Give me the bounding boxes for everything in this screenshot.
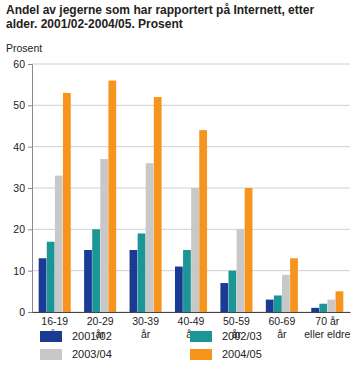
- y-tick-mark: [28, 147, 32, 148]
- y-tick-label: 30: [13, 182, 25, 194]
- grid-line: [32, 312, 350, 313]
- legend-label: 2003/04: [72, 348, 112, 360]
- bar: [100, 159, 108, 312]
- x-axis-line: [33, 312, 351, 313]
- legend-item: 2001/02: [40, 330, 112, 342]
- legend-label: 2004/05: [222, 348, 262, 360]
- bar: [108, 81, 116, 312]
- bar: [175, 267, 183, 312]
- grid: [32, 64, 350, 312]
- series: [39, 250, 319, 312]
- x-tick: 70 åreller eldre: [304, 312, 350, 340]
- x-tick: 60-69år: [268, 312, 295, 340]
- bar: [138, 233, 146, 312]
- y-tick-mark: [28, 105, 32, 106]
- x-tick-label: 60-69år: [268, 315, 295, 339]
- y-tick: 60: [13, 58, 32, 70]
- bar: [311, 308, 319, 312]
- y-tick: 50: [13, 99, 32, 111]
- title: Andel av jegerne som har rapportert på I…: [6, 3, 314, 31]
- y-tick-label: 60: [13, 58, 25, 70]
- bar: [319, 304, 327, 312]
- y-tick-label: 50: [13, 99, 25, 111]
- legend-swatch: [40, 331, 62, 342]
- series: [55, 159, 335, 312]
- plot: 010203040506016-19år20-29år30-39år40-49å…: [13, 58, 350, 340]
- bar: [336, 291, 344, 312]
- y-axis: 0 10 20 30 40 50 60: [13, 58, 32, 318]
- y-tick-mark: [28, 188, 32, 189]
- bar: [266, 300, 274, 312]
- legend-item: 2002/03: [190, 330, 262, 342]
- grid-line: [32, 64, 350, 65]
- grid-line: [32, 188, 350, 189]
- bar: [84, 250, 92, 312]
- y-tick-mark: [28, 64, 32, 65]
- y-axis-label: Prosent: [6, 42, 42, 54]
- y-tick-mark: [28, 312, 32, 313]
- bars: [39, 81, 344, 312]
- bar: [274, 295, 282, 312]
- legend-item: 2004/05: [190, 348, 262, 360]
- legend-swatch: [190, 331, 212, 342]
- bar: [154, 97, 162, 312]
- legend: 2001/02 2002/03 2003/04 2004/05: [40, 330, 262, 360]
- bar: [327, 300, 335, 312]
- chart: Andel av jegerne som har rapportert på I…: [0, 0, 358, 370]
- bar: [191, 188, 199, 312]
- y-tick: 0: [19, 306, 32, 318]
- y-tick-label: 20: [13, 223, 25, 235]
- series: [63, 81, 343, 312]
- legend-label: 2002/03: [222, 330, 262, 342]
- bar: [199, 130, 207, 312]
- bar: [183, 250, 191, 312]
- y-tick-label: 40: [13, 141, 25, 153]
- series: [47, 229, 327, 312]
- legend-swatch: [190, 349, 212, 360]
- y-tick-mark: [28, 229, 32, 230]
- bar: [237, 229, 245, 312]
- bar: [146, 163, 154, 312]
- y-tick: 20: [13, 223, 32, 235]
- grid-line: [32, 105, 350, 106]
- bar: [92, 229, 100, 312]
- bar: [282, 275, 290, 312]
- legend-swatch: [40, 349, 62, 360]
- bar: [245, 188, 253, 312]
- grid-line: [32, 146, 350, 147]
- bar: [39, 258, 47, 312]
- y-tick: 10: [13, 265, 32, 277]
- y-tick: 30: [13, 182, 32, 194]
- y-tick-mark: [28, 271, 32, 272]
- bar: [290, 258, 298, 312]
- legend-item: 2003/04: [40, 348, 112, 360]
- grid-line: [32, 229, 350, 230]
- y-tick: 40: [13, 141, 32, 153]
- y-tick-label: 10: [13, 265, 25, 277]
- x-tick-label: 70 åreller eldre: [304, 315, 350, 339]
- bar: [63, 93, 71, 312]
- y-axis-line: [28, 65, 33, 313]
- bar: [55, 176, 63, 312]
- x-tick: 30-39år: [132, 312, 159, 340]
- y-tick-label: 0: [19, 306, 25, 318]
- bar: [130, 250, 138, 312]
- bar: [47, 242, 55, 312]
- grid-line: [32, 270, 350, 271]
- legend-label: 2001/02: [72, 330, 112, 342]
- bar: [220, 283, 228, 312]
- bar: [228, 271, 236, 312]
- x-tick-label: 30-39år: [132, 315, 159, 339]
